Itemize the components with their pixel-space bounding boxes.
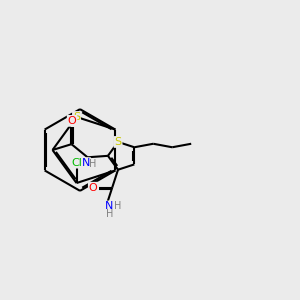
Text: O: O [68,116,76,126]
Text: N: N [105,201,114,212]
Text: O: O [89,183,98,193]
Text: H: H [114,201,121,212]
Text: S: S [73,112,80,122]
Text: H: H [106,209,113,219]
Text: H: H [89,159,97,169]
Text: Cl: Cl [71,158,82,168]
Text: S: S [115,137,122,147]
Text: N: N [82,158,90,168]
